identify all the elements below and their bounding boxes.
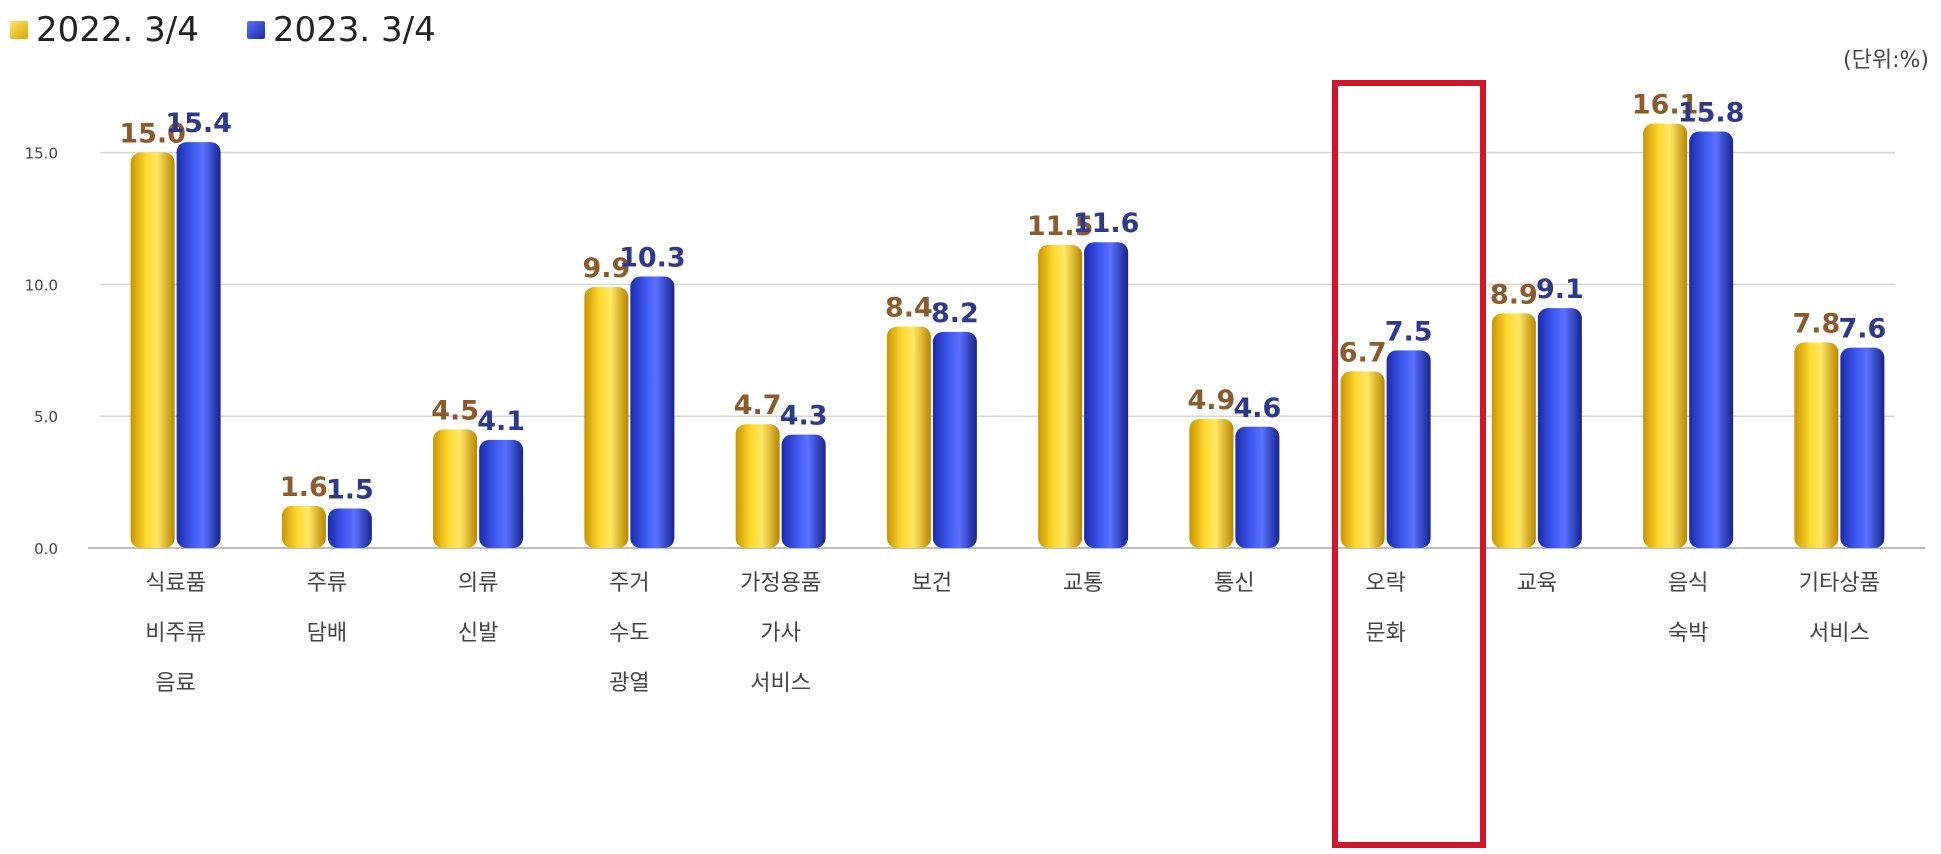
bar-2022 — [736, 424, 780, 548]
bar-2022 — [1492, 313, 1536, 548]
data-label: 15.8 — [1678, 98, 1745, 129]
bar-2022 — [282, 506, 326, 548]
category-label: 의류 — [458, 571, 498, 596]
category-label: 주거 — [609, 571, 649, 596]
bar-2023 — [933, 332, 977, 548]
bar-2022 — [584, 287, 628, 548]
highlight-box — [1332, 80, 1486, 848]
data-label: 4.7 — [734, 390, 782, 421]
category-label: 가사 — [760, 621, 800, 646]
category-label: 음료 — [155, 671, 195, 696]
data-label: 8.9 — [1490, 279, 1538, 310]
category-label: 가정용품 — [740, 571, 821, 596]
data-label: 15.4 — [165, 108, 232, 139]
data-label: 9.1 — [1536, 274, 1584, 305]
bar-2022 — [1794, 342, 1838, 548]
category-label: 수도 — [609, 621, 649, 646]
y-tick-label: 10.0 — [25, 276, 58, 294]
y-tick-label: 0.0 — [34, 540, 58, 558]
data-label: 4.5 — [431, 395, 479, 426]
bar-2023 — [630, 277, 674, 548]
data-label: 4.6 — [1233, 393, 1281, 424]
data-label: 4.9 — [1187, 385, 1235, 416]
category-label: 서비스 — [1809, 621, 1870, 646]
category-label: 주류 — [307, 571, 347, 596]
category-label: 기타상품 — [1799, 571, 1880, 596]
data-label: 10.3 — [619, 243, 686, 274]
category-label: 교육 — [1517, 571, 1557, 596]
bars-layer — [131, 124, 1885, 548]
data-label: 7.6 — [1838, 314, 1886, 345]
data-label: 8.2 — [931, 298, 979, 329]
category-label: 광열 — [609, 671, 649, 696]
bar-2022 — [131, 153, 175, 548]
category-label: 식료품 — [145, 571, 206, 596]
category-label: 신발 — [458, 621, 498, 646]
category-label: 통신 — [1214, 571, 1254, 596]
bar-2022 — [1189, 419, 1233, 548]
bar-2022 — [1038, 245, 1082, 548]
bar-2023 — [1235, 427, 1279, 548]
data-label: 11.6 — [1073, 208, 1140, 239]
category-label: 숙박 — [1668, 621, 1708, 646]
bar-2022 — [433, 429, 477, 548]
bar-2022 — [1643, 124, 1687, 548]
data-label: 1.5 — [326, 474, 374, 505]
category-label: 교통 — [1063, 571, 1103, 596]
bar-2022 — [887, 327, 931, 548]
category-label: 보건 — [912, 571, 952, 596]
bar-2023 — [1084, 242, 1128, 548]
data-label: 1.6 — [280, 472, 328, 503]
data-label: 7.8 — [1792, 308, 1840, 339]
y-tick-label: 5.0 — [34, 408, 58, 426]
category-label: 담배 — [307, 621, 347, 646]
bar-2023 — [328, 508, 372, 548]
category-label: 음식 — [1668, 571, 1708, 596]
bar-2023 — [479, 440, 523, 548]
category-label: 서비스 — [750, 671, 811, 696]
data-label: 4.3 — [780, 401, 828, 432]
bar-2023 — [177, 142, 221, 548]
bar-2023 — [782, 435, 826, 548]
data-label: 4.1 — [477, 406, 525, 437]
bar-2023 — [1538, 308, 1582, 548]
data-label: 8.4 — [885, 293, 933, 324]
category-label: 비주류 — [145, 621, 206, 646]
bar-2023 — [1689, 132, 1733, 548]
bar-2023 — [1840, 348, 1884, 548]
y-tick-label: 15.0 — [25, 145, 58, 163]
